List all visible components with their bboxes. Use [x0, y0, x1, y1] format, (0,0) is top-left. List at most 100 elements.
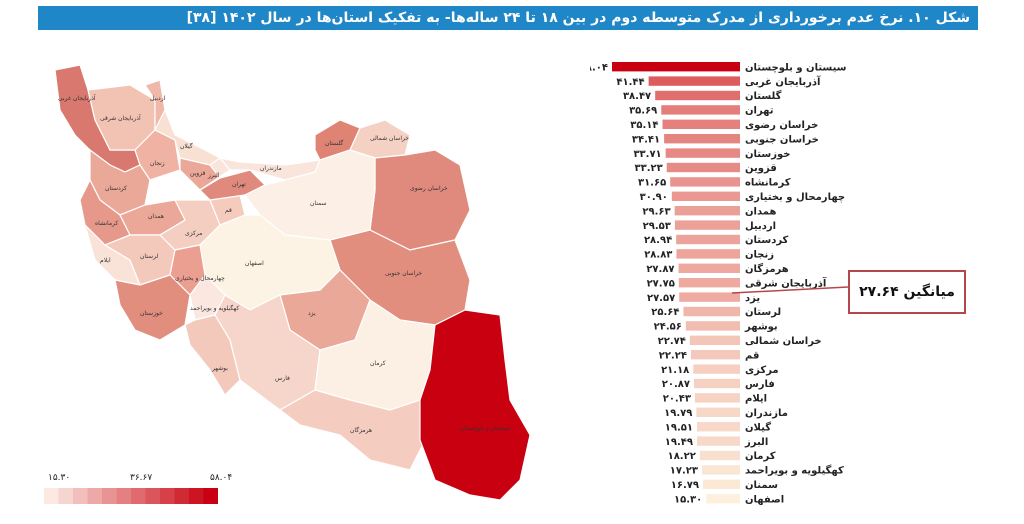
bar-category-label-9: چهارمحال و بختیاری	[745, 192, 845, 203]
legend-swatch-7	[145, 488, 160, 504]
bar-category-label-1: آذربایجان غربی	[745, 75, 821, 88]
bar-value-label-2: ۳۸.۴۷	[623, 91, 651, 102]
bar-18	[685, 321, 740, 331]
bar-7	[666, 162, 740, 173]
province-alborz	[199, 157, 231, 191]
bar-value-label-5: ۳۴.۴۱	[632, 134, 660, 145]
mean-annotation: میانگین ۲۷.۶۴	[848, 270, 966, 314]
bar-value-label-29: ۱۶.۷۹	[671, 480, 699, 491]
legend-swatch-11	[203, 488, 218, 504]
bar-category-label-10: همدان	[745, 206, 776, 217]
bar-category-label-11: اردبیل	[745, 221, 776, 232]
map-label-hamadan: همدان	[148, 213, 164, 220]
map-label-sistan: سیستان و بلوچستان	[460, 425, 511, 432]
bar-value-label-12: ۲۸.۹۴	[644, 235, 672, 246]
bar-category-label-12: کردستان	[745, 235, 789, 246]
bar-value-label-6: ۳۳.۷۱	[633, 149, 661, 160]
map-label-south-khorasan: خراسان جنوبی	[385, 270, 422, 277]
bar-30	[706, 494, 740, 504]
bar-value-label-4: ۳۵.۱۴	[630, 120, 658, 131]
bar-value-label-18: ۲۴.۵۶	[654, 322, 682, 333]
map-label-ilam: ایلام	[100, 257, 111, 264]
bar-category-label-28: کهگیلویه و بویراحمد	[745, 464, 844, 477]
bar-1	[648, 76, 740, 86]
bar-value-label-19: ۲۲.۷۴	[658, 336, 686, 347]
bar-category-label-25: گیلان	[745, 420, 771, 433]
bar-category-label-6: خوزستان	[745, 149, 790, 160]
mean-connector-svg	[731, 286, 849, 294]
bar-category-label-16: یزد	[745, 293, 760, 304]
bar-category-label-18: بوشهر	[744, 322, 778, 333]
legend-swatch-5	[116, 488, 131, 504]
bar-category-label-8: کرمانشاه	[745, 178, 791, 189]
bar-23	[694, 393, 740, 403]
legend-swatch-4	[102, 488, 117, 504]
bar-16	[679, 292, 740, 302]
bar-17	[683, 306, 740, 317]
map-label-kerman: کرمان	[370, 360, 386, 367]
bar-category-label-29: سمنان	[745, 480, 778, 491]
bar-20	[690, 350, 740, 360]
bar-category-label-0: سیستان و بلوچستان	[745, 62, 847, 73]
map-label-qazvin: قزوین	[190, 170, 205, 177]
bar-12	[676, 234, 740, 245]
bar-value-label-25: ۱۹.۵۱	[665, 422, 693, 433]
legend-swatch-10	[189, 488, 204, 504]
legend-max-label: ۵۸.۰۴	[210, 473, 232, 483]
map-label-alborz: البرز	[207, 172, 220, 179]
bar-value-label-9: ۳۰.۹۰	[640, 192, 668, 203]
map-label-east-azar: آذربایجان شرقی	[100, 113, 141, 122]
map-label-kermanshah: کرمانشاه	[95, 220, 118, 227]
bar-4	[662, 119, 740, 129]
bar-category-label-17: لرستان	[745, 307, 781, 318]
map-label-lorestan: لرستان	[140, 253, 158, 260]
bar-value-label-14: ۲۷.۸۷	[646, 264, 674, 275]
map-label-zanjan: زنجان	[150, 160, 165, 167]
bar-3	[661, 105, 740, 115]
bar-24	[696, 407, 740, 417]
province-sistan-baluchestan	[419, 309, 531, 501]
bar-category-label-14: هرمزگان	[745, 262, 789, 275]
map-label-fars: فارس	[275, 375, 290, 382]
bar-category-label-13: زنجان	[745, 250, 774, 261]
map-label-qom: قم	[225, 207, 232, 214]
bar-category-label-15: آذربایجان شرقی	[745, 276, 827, 289]
bar-21	[693, 364, 740, 374]
map-label-kurdistan: کردستان	[105, 185, 127, 192]
bar-chart-svg: ۵۸.۰۴ سیستان و بلوچستان ۴۱.۴۴ آذربایجان غرب…	[580, 62, 847, 505]
map-label-north-khorasan: خراسان شمالی	[370, 135, 409, 142]
mean-connector-line	[731, 286, 849, 294]
legend-min-label: ۱۵.۳۰	[48, 473, 70, 483]
legend-swatches	[44, 488, 218, 504]
bar-28	[702, 465, 740, 475]
map-label-yazd: یزد	[308, 310, 316, 317]
legend-swatch-1	[58, 488, 73, 504]
bar-26	[697, 436, 740, 446]
map-label-isfahan: اصفهان	[245, 260, 264, 267]
legend-swatch-8	[160, 488, 175, 504]
bar-chart: ۵۸.۰۴ سیستان و بلوچستان ۴۱.۴۴ آذربایجان غرب…	[580, 58, 860, 513]
bar-6	[665, 148, 740, 158]
bar-value-label-30: ۱۵.۳۰	[674, 494, 702, 505]
map-label-hormozgan: هرمزگان	[350, 426, 372, 434]
bar-value-label-15: ۲۷.۷۵	[647, 278, 675, 289]
bar-value-label-11: ۲۹.۵۳	[643, 221, 671, 232]
map-label-west-azar: آذربایجان غربی	[58, 93, 96, 102]
map-label-kohgiluyeh: کهگیلویه و بویراحمد	[190, 304, 239, 312]
bar-value-label-7: ۳۳.۲۳	[634, 163, 662, 174]
bar-11	[674, 220, 740, 230]
bar-value-label-26: ۱۹.۴۹	[665, 437, 693, 448]
color-legend: ۱۵.۳۰ ۳۶.۶۷ ۵۸.۰۴	[40, 468, 240, 513]
legend-mid-label: ۳۶.۶۷	[130, 473, 152, 483]
bar-category-label-22: فارس	[745, 379, 775, 390]
map-label-razavi: خراسان رضوی	[410, 185, 448, 192]
bar-29	[702, 479, 740, 489]
bar-value-label-8: ۳۱.۶۵	[638, 178, 666, 189]
map-label-tehran: تهران	[232, 181, 246, 188]
map-label-golestan: گلستان	[325, 139, 343, 147]
bar-25	[696, 422, 740, 432]
bar-value-label-10: ۲۹.۶۳	[642, 206, 670, 217]
map-label-mazandaran: مازندران	[260, 165, 282, 172]
bar-category-label-27: کرمان	[745, 451, 776, 462]
bar-2	[655, 90, 740, 101]
